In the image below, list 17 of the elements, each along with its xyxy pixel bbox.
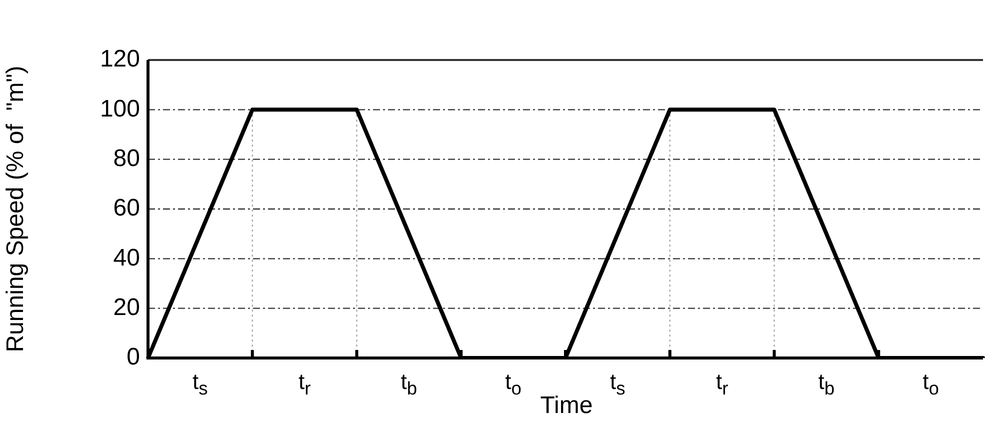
y-tick-label: 100 [100, 95, 140, 122]
x-tick-label: t$_{s}$ [610, 369, 626, 400]
x-tick-label: t$_{b}$ [818, 369, 835, 400]
y-tick-label: 0 [126, 344, 140, 371]
y-axis-title: Running Speed (% of "m") [2, 66, 30, 352]
x-tick-label: t$_{o}$ [922, 369, 939, 400]
y-tick-label: 20 [113, 294, 140, 321]
x-tick-label: t$_{o}$ [505, 369, 522, 400]
y-tick-label: 80 [113, 144, 140, 172]
x-axis-title: Time [540, 392, 593, 419]
y-tick-label: 40 [113, 244, 140, 272]
x-tick-label: t$_{b}$ [400, 369, 418, 400]
x-tick-label: t$_{s}$ [192, 369, 208, 400]
y-tick-label: 60 [113, 194, 140, 222]
x-tick-label: t$_{r}$ [716, 369, 728, 400]
x-tick-label: t$_{r}$ [298, 369, 311, 400]
y-tick-label: 120 [100, 46, 140, 73]
